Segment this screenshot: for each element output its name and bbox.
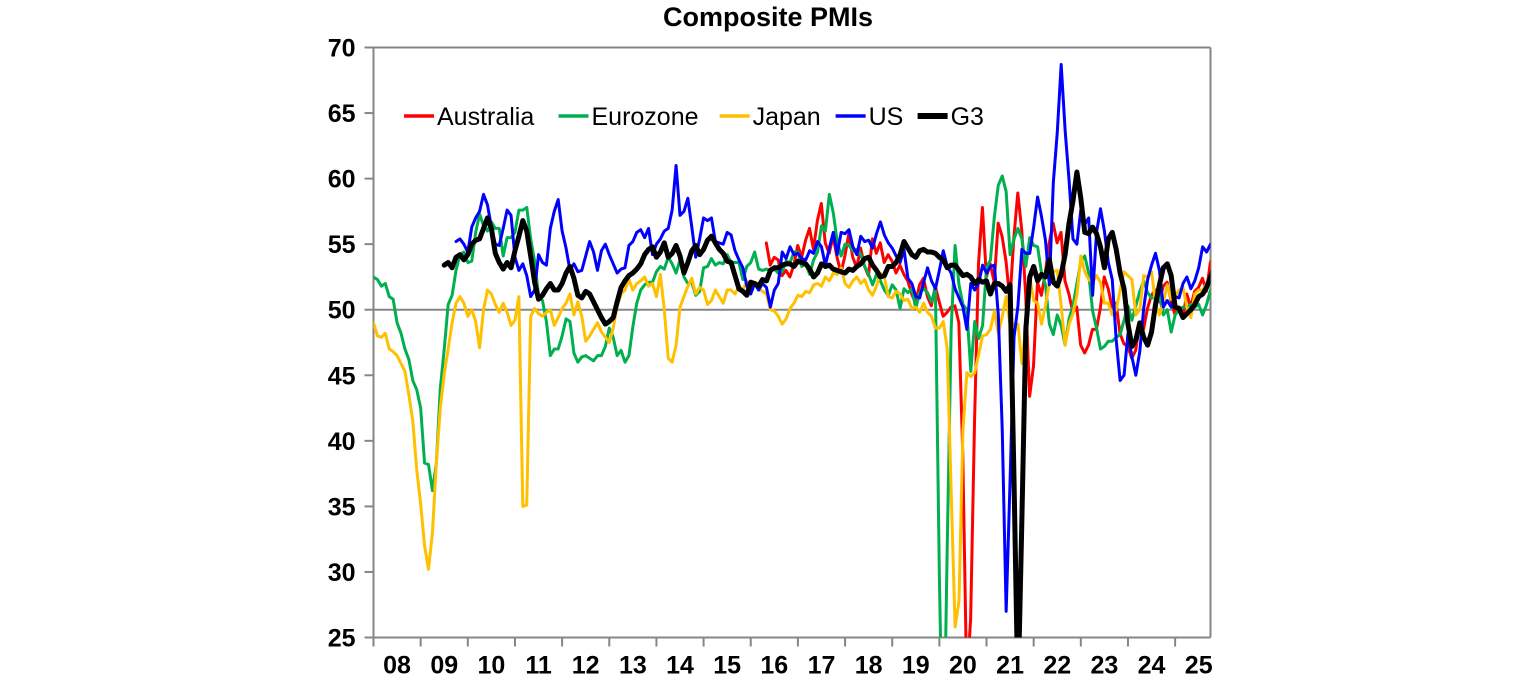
y-tick-label: 70 — [328, 35, 356, 63]
y-tick-label: 55 — [328, 231, 356, 259]
x-axis-ticks: 08 09 10 11 12 13 14 15 16 17 18 19 20 21 22 23 24 25 — [372, 637, 1213, 680]
x-tick-label: 13 — [619, 652, 647, 680]
x-tick-label: 22 — [1043, 652, 1071, 680]
x-tick-label: 19 — [902, 652, 930, 680]
legend-label-japan: Japan — [753, 103, 821, 131]
legend-label-g3: G3 — [951, 103, 984, 131]
y-axis-ticks: 25 30 35 40 45 50 55 60 65 70 — [328, 35, 374, 653]
y-tick-label: 60 — [328, 166, 356, 194]
chart-title: Composite PMIs — [662, 2, 874, 32]
legend-label-eurozone: Eurozone — [592, 103, 699, 131]
x-tick-label: 15 — [713, 652, 741, 680]
series-line-us — [454, 63, 1211, 613]
series-group — [373, 63, 1211, 638]
x-tick-label: 25 — [1185, 652, 1213, 680]
y-tick-label: 65 — [328, 100, 356, 128]
x-tick-label: 24 — [1138, 652, 1166, 680]
x-tick-label: 18 — [855, 652, 883, 680]
y-tick-label: 40 — [328, 428, 356, 456]
x-tick-label: 11 — [525, 652, 552, 680]
x-tick-label: 20 — [949, 652, 977, 680]
legend-label-australia: Australia — [437, 103, 534, 131]
axis-frame — [372, 46, 1212, 639]
x-tick-label: 14 — [666, 652, 694, 680]
y-tick-label: 45 — [328, 362, 356, 390]
series-line-g3 — [441, 169, 1211, 638]
series-line-australia — [764, 191, 1211, 638]
x-tick-label: 17 — [808, 652, 836, 680]
series-line-japan — [373, 254, 1211, 629]
chart-legend: Australia Eurozone Japan US G3 — [404, 103, 984, 131]
y-tick-label: 35 — [328, 493, 356, 521]
x-tick-label: 08 — [383, 652, 411, 680]
x-tick-label: 09 — [430, 652, 458, 680]
y-tick-label: 30 — [328, 559, 356, 587]
legend-label-us: US — [869, 103, 904, 131]
x-tick-label: 21 — [996, 652, 1024, 680]
y-tick-label: 50 — [328, 297, 356, 325]
x-tick-label: 23 — [1090, 652, 1118, 680]
y-tick-label: 25 — [328, 625, 356, 653]
x-tick-label: 10 — [477, 652, 505, 680]
x-tick-label: 16 — [760, 652, 788, 680]
x-tick-label: 12 — [572, 652, 600, 680]
